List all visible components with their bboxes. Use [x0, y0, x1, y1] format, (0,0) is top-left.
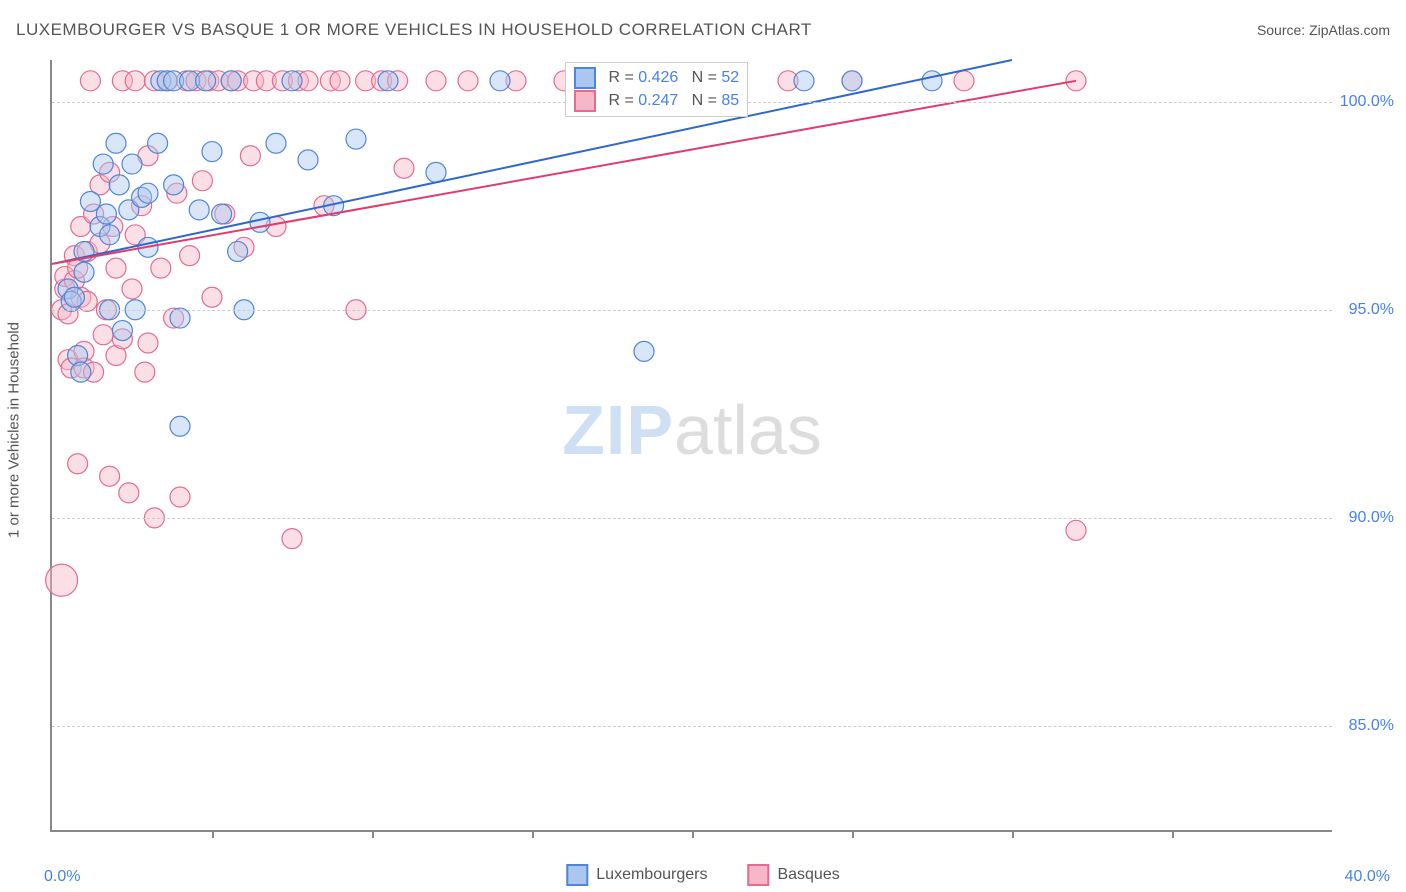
x-tick [1012, 830, 1014, 838]
datapoint-basques [170, 487, 190, 507]
datapoint-luxembourgers [250, 212, 270, 232]
chart-title: LUXEMBOURGER VS BASQUE 1 OR MORE VEHICLE… [16, 20, 812, 40]
datapoint-luxembourgers [794, 71, 814, 91]
y-tick-label: 95.0% [1349, 301, 1394, 319]
legend-item-luxembourgers: Luxembourgers [566, 864, 707, 886]
plot-area: ZIPatlas [50, 60, 1332, 832]
x-tick [212, 830, 214, 838]
datapoint-luxembourgers [112, 321, 132, 341]
datapoint-luxembourgers [122, 154, 142, 174]
stats-box: R = 0.426 N = 52 R = 0.247 N = 85 [565, 62, 748, 117]
datapoint-luxembourgers [74, 262, 94, 282]
datapoint-basques [46, 564, 78, 596]
legend-swatch-luxembourgers [566, 864, 588, 886]
datapoint-luxembourgers [71, 362, 91, 382]
datapoint-basques [282, 529, 302, 549]
stats-r-1: 0.247 [638, 92, 678, 109]
datapoint-basques [240, 146, 260, 166]
datapoint-basques [68, 454, 88, 474]
x-tick [1172, 830, 1174, 838]
datapoint-luxembourgers [164, 175, 184, 195]
y-tick-label: 100.0% [1340, 93, 1394, 111]
datapoint-basques [106, 258, 126, 278]
datapoint-basques [1066, 520, 1086, 540]
datapoint-luxembourgers [64, 287, 84, 307]
chart-svg [52, 60, 1332, 830]
source-attribution: Source: ZipAtlas.com [1257, 22, 1390, 38]
datapoint-luxembourgers [346, 129, 366, 149]
x-tick-0: 0.0% [44, 868, 80, 886]
datapoint-basques [192, 171, 212, 191]
datapoint-luxembourgers [282, 71, 302, 91]
y-tick-label: 85.0% [1349, 717, 1394, 735]
legend-label-basques: Basques [777, 866, 839, 883]
datapoint-luxembourgers [426, 162, 446, 182]
datapoint-basques [138, 333, 158, 353]
datapoint-luxembourgers [634, 341, 654, 361]
datapoint-luxembourgers [266, 133, 286, 153]
stats-r-0: 0.426 [638, 69, 678, 86]
stats-row-1: R = 0.247 N = 85 [574, 90, 739, 113]
legend-bottom: Luxembourgers Basques [566, 864, 839, 886]
datapoint-basques [458, 71, 478, 91]
datapoint-basques [135, 362, 155, 382]
datapoint-basques [1066, 71, 1086, 91]
datapoint-luxembourgers [100, 225, 120, 245]
datapoint-basques [426, 71, 446, 91]
datapoint-luxembourgers [202, 142, 222, 162]
datapoint-basques [330, 71, 350, 91]
datapoint-basques [119, 483, 139, 503]
x-tick [372, 830, 374, 838]
stats-n-1: 85 [721, 92, 739, 109]
datapoint-basques [954, 71, 974, 91]
stats-row-0: R = 0.426 N = 52 [574, 67, 739, 90]
datapoint-basques [125, 71, 145, 91]
datapoint-basques [202, 287, 222, 307]
gridline-y [52, 518, 1332, 519]
datapoint-luxembourgers [109, 175, 129, 195]
x-tick [692, 830, 694, 838]
stats-swatch-1 [574, 90, 596, 112]
datapoint-luxembourgers [490, 71, 510, 91]
stats-n-0: 52 [721, 69, 739, 86]
datapoint-basques [394, 158, 414, 178]
datapoint-luxembourgers [170, 416, 190, 436]
datapoint-basques [100, 466, 120, 486]
stats-swatch-0 [574, 67, 596, 89]
datapoint-luxembourgers [96, 204, 116, 224]
datapoint-luxembourgers [170, 308, 190, 328]
datapoint-luxembourgers [212, 204, 232, 224]
datapoint-luxembourgers [842, 71, 862, 91]
gridline-y [52, 726, 1332, 727]
datapoint-luxembourgers [148, 133, 168, 153]
datapoint-basques [93, 325, 113, 345]
datapoint-basques [80, 71, 100, 91]
legend-swatch-basques [747, 864, 769, 886]
x-tick [532, 830, 534, 838]
y-tick-label: 90.0% [1349, 509, 1394, 527]
x-tick [852, 830, 854, 838]
datapoint-basques [122, 279, 142, 299]
datapoint-luxembourgers [106, 133, 126, 153]
datapoint-luxembourgers [298, 150, 318, 170]
gridline-y [52, 310, 1332, 311]
datapoint-basques [151, 258, 171, 278]
datapoint-luxembourgers [93, 154, 113, 174]
datapoint-luxembourgers [196, 71, 216, 91]
datapoint-luxembourgers [221, 71, 241, 91]
datapoint-luxembourgers [138, 183, 158, 203]
datapoint-luxembourgers [189, 200, 209, 220]
legend-item-basques: Basques [747, 864, 839, 886]
x-tick-40: 40.0% [1345, 868, 1390, 886]
legend-label-luxembourgers: Luxembourgers [596, 866, 707, 883]
datapoint-luxembourgers [922, 71, 942, 91]
datapoint-luxembourgers [378, 71, 398, 91]
y-axis-label: 1 or more Vehicles in Household [6, 322, 23, 538]
datapoint-basques [180, 246, 200, 266]
datapoint-luxembourgers [228, 241, 248, 261]
